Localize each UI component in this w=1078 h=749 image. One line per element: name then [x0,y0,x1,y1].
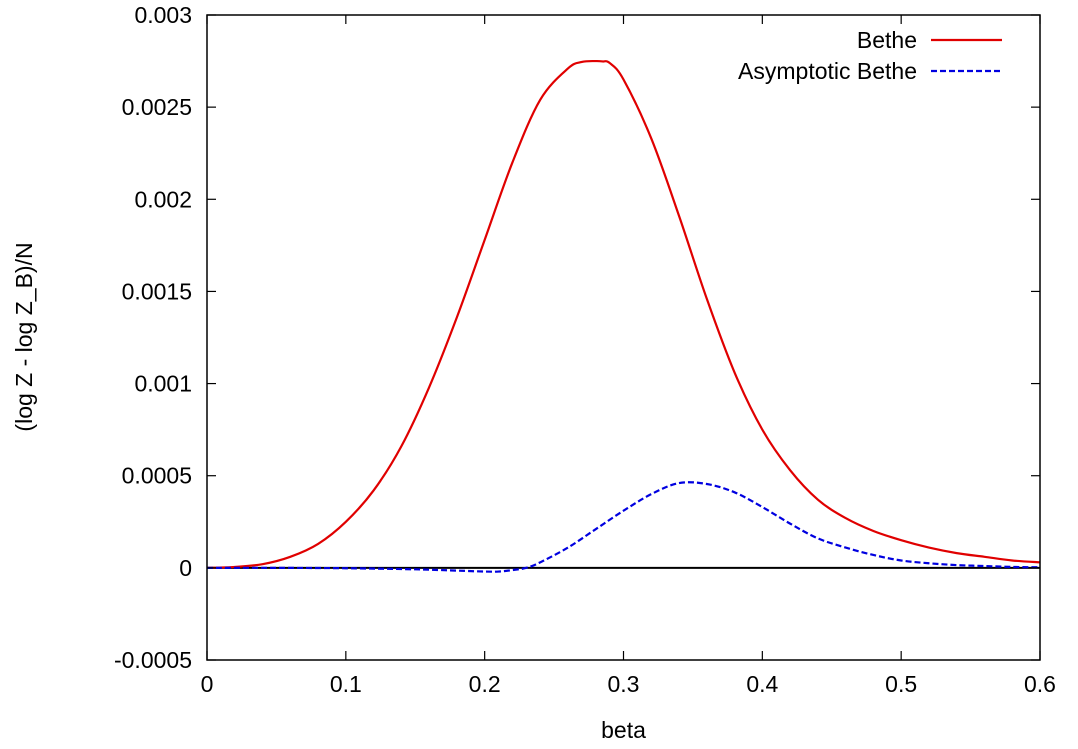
y-tick-label: 0.003 [134,2,192,28]
y-tick-label: 0.0025 [122,94,192,120]
x-tick-label: 0.5 [885,671,917,697]
y-tick-label: 0.0005 [122,463,192,489]
x-tick-label: 0 [201,671,214,697]
ticks-layer: 0 0.1 0.2 0.3 0.4 0.5 0.6 -0.0005 0 0.0005 0.001 0.… [114,2,1056,697]
legend-label: Asymptotic Bethe [738,58,917,84]
y-tick-label: 0.001 [134,371,192,397]
x-tick-label: 0.1 [330,671,362,697]
plot-frame [206,14,1041,661]
x-tick-label: 0.6 [1024,671,1056,697]
series-line-bethe [206,59,1041,569]
legend: Bethe Asymptotic Bethe [738,27,1002,84]
x-axis-title: beta [601,717,646,743]
x-tick-label: 0.2 [469,671,501,697]
y-axis-title: (log Z - log Z_B)/N [11,242,37,431]
legend-label: Bethe [857,27,917,53]
x-tick-label: 0.3 [608,671,640,697]
y-tick-label: 0 [179,555,192,581]
y-tick-label: 0.002 [134,186,192,212]
x-tick-label: 0.4 [746,671,778,697]
y-tick-label: -0.0005 [114,647,192,673]
y-tick-label: 0.0015 [122,278,192,304]
series-layer [206,59,1041,573]
series-line-asymptotic-bethe [206,481,1041,573]
